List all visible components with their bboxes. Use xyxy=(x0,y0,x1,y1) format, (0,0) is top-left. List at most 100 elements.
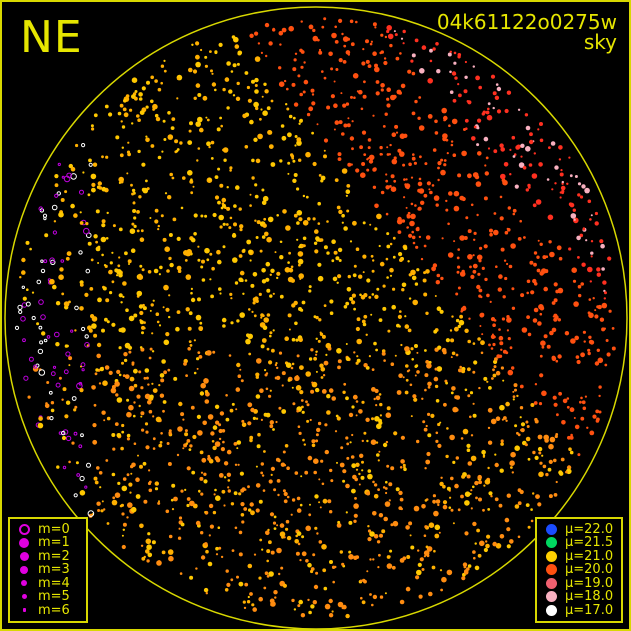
star-mark xyxy=(43,259,48,264)
star-mark xyxy=(223,476,227,479)
star-mark xyxy=(136,210,140,214)
star-mark xyxy=(337,247,343,253)
star-mark xyxy=(106,522,110,525)
star-mark xyxy=(415,245,419,249)
star-mark xyxy=(407,69,412,74)
star-mark xyxy=(415,575,420,580)
star-mark xyxy=(386,563,393,569)
star-mark xyxy=(566,397,570,400)
star-mark xyxy=(361,469,364,472)
star-mark xyxy=(369,531,375,537)
star-mark xyxy=(168,256,172,261)
star-mark xyxy=(292,402,296,406)
star-mark xyxy=(383,359,386,362)
star-mark xyxy=(482,110,486,114)
star-mark xyxy=(492,541,498,547)
star-mark xyxy=(410,213,416,220)
brightness-legend: μ=22.0 μ=21.5 μ=21.0 μ=20.0 μ=19.0 μ=18.0 μ=17… xyxy=(535,516,623,623)
star-mark xyxy=(96,353,101,359)
star-mark xyxy=(90,124,94,128)
star-mark xyxy=(323,304,327,307)
star-mark xyxy=(122,528,126,531)
star-mark xyxy=(474,480,479,486)
star-mark xyxy=(101,219,106,224)
star-mark xyxy=(199,321,203,325)
star-mark xyxy=(569,174,573,178)
star-mark xyxy=(329,560,333,564)
star-mark xyxy=(46,335,51,339)
star-mark xyxy=(117,481,121,485)
star-mark xyxy=(253,553,257,556)
star-mark xyxy=(315,353,318,356)
star-mark xyxy=(391,132,397,137)
star-mark xyxy=(251,310,254,313)
star-mark xyxy=(572,208,576,212)
star-mark xyxy=(266,288,271,293)
star-mark xyxy=(195,41,200,46)
star-mark xyxy=(355,462,360,467)
star-mark xyxy=(449,329,453,332)
star-mark xyxy=(230,578,234,582)
star-mark xyxy=(337,274,342,279)
star-mark xyxy=(356,338,363,345)
star-mark xyxy=(449,496,452,499)
star-mark xyxy=(170,126,175,130)
star-mark xyxy=(227,489,231,493)
star-mark xyxy=(561,189,565,193)
star-mark xyxy=(450,140,454,143)
star-mark xyxy=(421,504,426,509)
magnitude-legend-item: m=1 xyxy=(16,536,80,550)
star-mark xyxy=(46,381,50,384)
star-mark xyxy=(345,189,351,194)
star-mark xyxy=(292,178,297,183)
star-mark xyxy=(583,340,586,343)
star-mark xyxy=(398,373,403,379)
star-mark xyxy=(521,327,528,333)
star-mark xyxy=(342,469,347,474)
star-mark xyxy=(386,25,393,31)
star-mark xyxy=(230,297,233,300)
star-mark xyxy=(588,298,592,301)
star-mark xyxy=(310,569,314,574)
star-mark xyxy=(214,175,219,180)
star-mark xyxy=(345,356,350,361)
star-mark xyxy=(291,337,296,342)
star-mark xyxy=(451,315,454,318)
star-mark xyxy=(451,386,456,391)
star-mark xyxy=(356,358,361,363)
star-mark xyxy=(324,449,329,455)
star-mark xyxy=(517,433,521,437)
star-mark xyxy=(494,95,500,101)
star-mark xyxy=(142,461,147,466)
star-mark xyxy=(353,96,356,99)
star-mark xyxy=(458,368,462,373)
star-mark xyxy=(339,550,343,554)
star-mark xyxy=(64,190,68,194)
star-mark xyxy=(239,270,245,276)
star-mark xyxy=(190,237,196,243)
star-mark xyxy=(569,407,575,413)
star-mark xyxy=(54,193,59,198)
star-mark xyxy=(285,225,291,231)
star-mark xyxy=(210,157,214,160)
star-mark xyxy=(341,562,345,566)
color-swatch-icon xyxy=(543,577,559,589)
star-mark xyxy=(55,301,61,306)
star-mark xyxy=(401,219,406,223)
star-mark xyxy=(548,240,552,244)
star-mark xyxy=(168,431,172,435)
star-mark xyxy=(427,412,431,416)
star-mark xyxy=(316,123,319,126)
star-mark xyxy=(408,162,412,167)
star-mark xyxy=(512,155,516,158)
star-mark xyxy=(425,235,431,240)
star-mark xyxy=(58,274,64,281)
star-mark xyxy=(406,555,411,559)
star-mark xyxy=(437,422,441,427)
star-mark xyxy=(50,401,55,405)
star-mark xyxy=(399,599,405,605)
star-mark xyxy=(509,460,515,467)
star-mark xyxy=(549,330,554,336)
star-mark xyxy=(323,360,329,366)
star-mark xyxy=(414,38,419,43)
